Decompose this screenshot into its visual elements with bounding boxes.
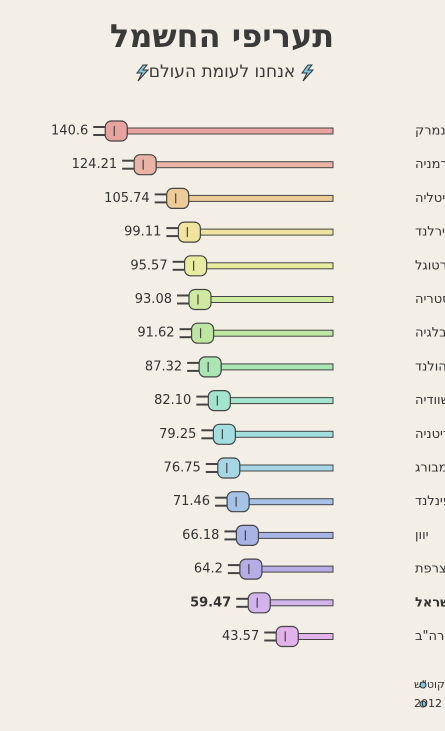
bolt-icon (136, 64, 150, 82)
bullet (419, 681, 427, 689)
cable (188, 194, 334, 202)
bolt-icon (301, 64, 315, 82)
cable (261, 565, 334, 573)
value-label: 64.2 (194, 562, 223, 577)
plug-body (184, 255, 208, 277)
cable (210, 296, 334, 303)
value-label: 43.57 (222, 629, 259, 644)
plug-body (217, 457, 241, 479)
plug-body (190, 322, 215, 344)
plug-body (198, 356, 222, 378)
value-label: 59.47 (190, 595, 231, 610)
plug-body (177, 221, 201, 243)
value-label: 95.57 (130, 258, 167, 273)
cable (213, 329, 334, 337)
cable (229, 397, 334, 405)
chart-subtitle: אנחנו לעומת העולם (149, 62, 296, 82)
category-label: אוסטריה (415, 292, 445, 307)
category-label: אירלנד (415, 225, 445, 240)
plug-body (188, 288, 212, 311)
plug-body (133, 154, 157, 176)
cable (239, 464, 334, 472)
cable (257, 531, 334, 539)
category-label: פינלנד (415, 494, 445, 509)
cable (234, 430, 334, 438)
note: יחידות המידה - אגורות לקוט"ש (414, 678, 445, 691)
plug-body (235, 524, 259, 547)
category-label: שוודיה (415, 393, 445, 408)
value-label: 140.6 (51, 124, 88, 139)
cable (297, 633, 334, 640)
cable (248, 498, 334, 506)
value-label: 124.21 (72, 157, 118, 172)
cable (206, 262, 334, 270)
category-label: פורטוגל (415, 258, 445, 273)
bullet (419, 700, 427, 708)
value-label: 76.75 (164, 461, 201, 476)
value-label: 66.18 (182, 528, 219, 543)
cable (155, 161, 334, 169)
value-label: 99.11 (124, 225, 161, 240)
plug-body (104, 120, 128, 142)
category-label: בלגיה (415, 326, 445, 341)
category-label: ארה"ב (415, 629, 445, 644)
value-label: 87.32 (145, 359, 182, 374)
value-label: 93.08 (135, 292, 172, 307)
plug-body (275, 625, 299, 648)
plug-body (166, 187, 190, 209)
cable (220, 363, 334, 371)
cable (269, 599, 334, 607)
category-label: יוון (415, 528, 429, 543)
category-label: לוקסמבורג (415, 461, 445, 476)
category-label: דנמרק (415, 124, 445, 139)
value-label: 79.25 (159, 427, 196, 442)
plug-body (226, 491, 250, 513)
cable (126, 127, 334, 135)
value-label: 91.62 (137, 326, 174, 341)
chart-title: תעריפי החשמל (110, 17, 334, 55)
category-label: הולנד (415, 359, 445, 374)
category-label: בריטניה (415, 427, 445, 442)
value-label: 82.10 (154, 393, 191, 408)
category-label: איטליה (415, 191, 445, 206)
category-label: צרפת (415, 562, 445, 577)
plug-body (207, 390, 231, 412)
value-label: 105.74 (104, 191, 150, 206)
plug-body (212, 423, 236, 445)
plug-body (247, 592, 271, 614)
note: נתוני משרד האנרגיה ושינויי האקלים של ממש… (414, 697, 445, 710)
plug-body (239, 558, 263, 580)
category-label: גרמניה (415, 157, 445, 172)
cable (199, 228, 334, 236)
category-label: ישראל (415, 595, 445, 610)
value-label: 71.46 (173, 494, 210, 509)
